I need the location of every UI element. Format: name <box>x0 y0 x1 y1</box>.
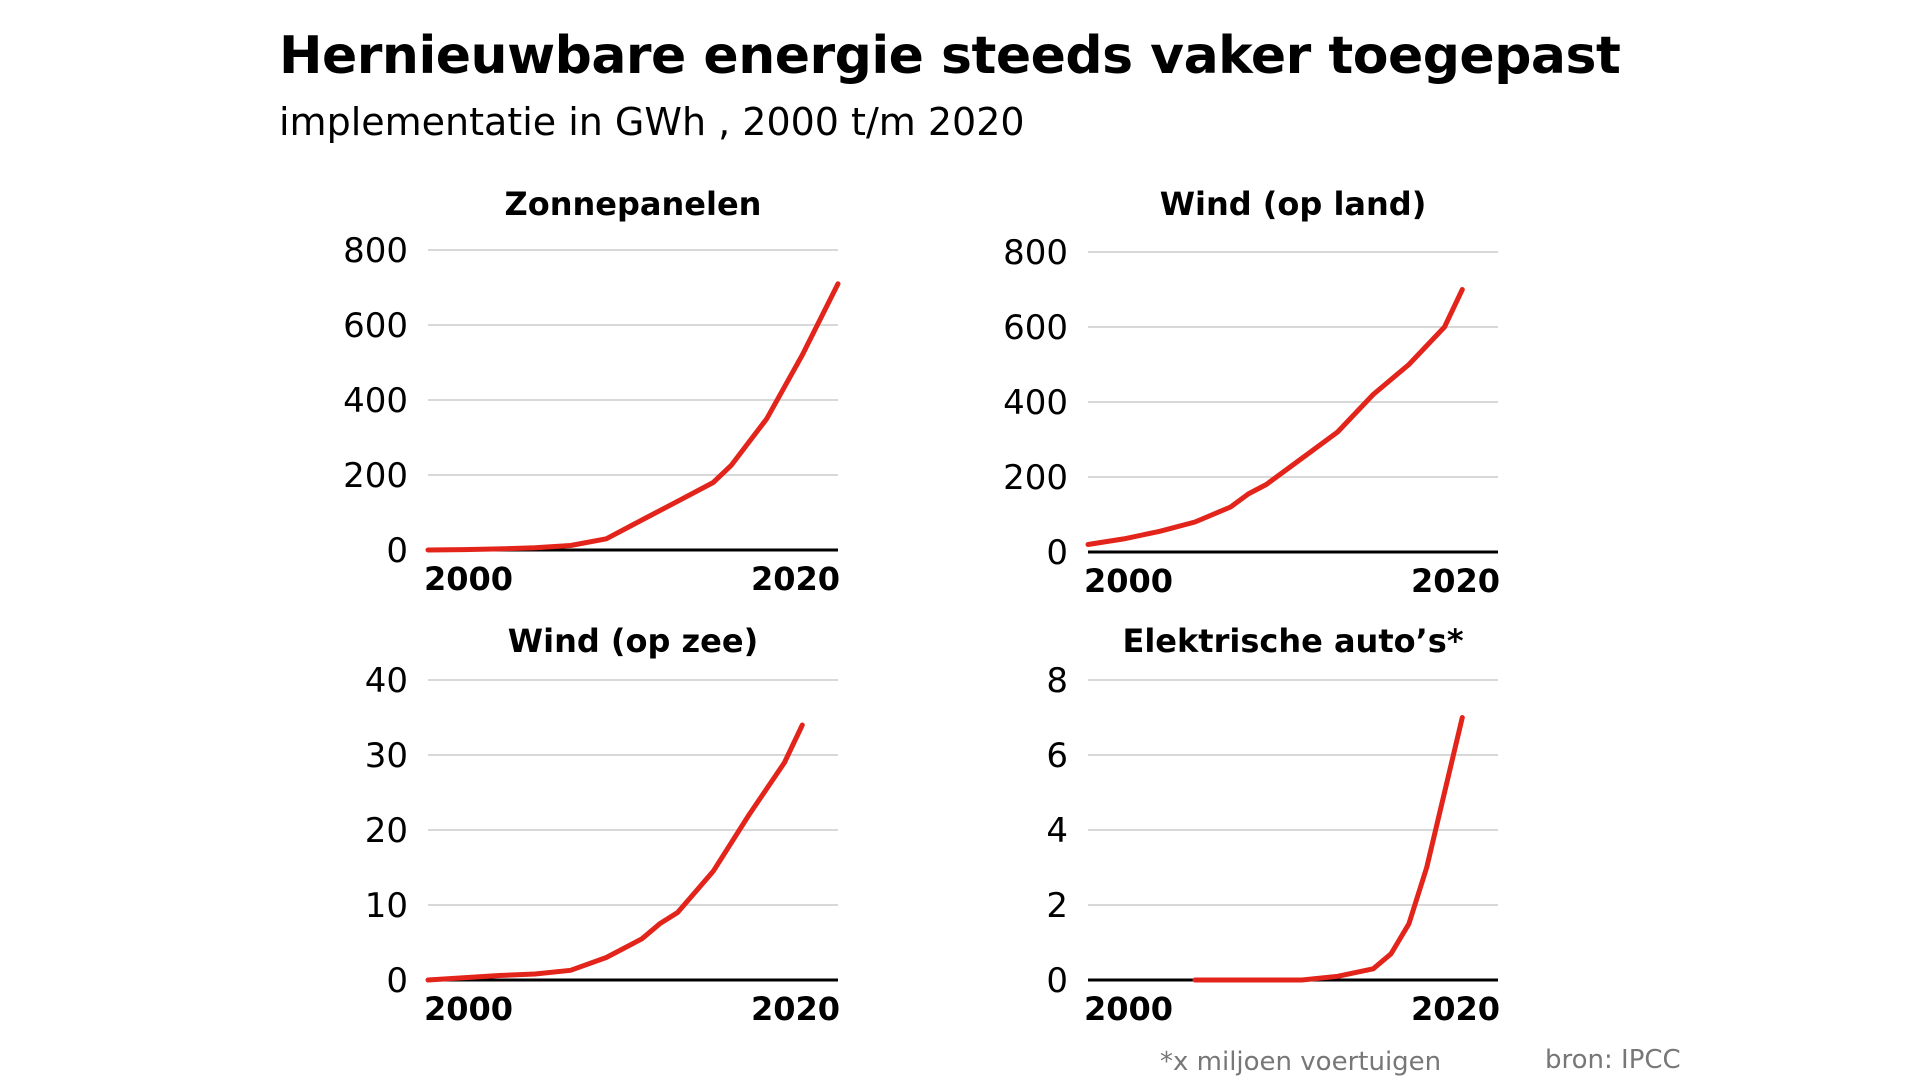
y-tick-label: 0 <box>1046 961 1068 1001</box>
y-tick-label: 0 <box>1046 533 1068 573</box>
x-tick-label: 2020 <box>1411 562 1500 600</box>
chart-subtitle: implementatie in GWh , 2000 t/m 2020 <box>279 100 1025 144</box>
y-tick-label: 600 <box>343 306 408 346</box>
y-tick-label: 400 <box>1003 383 1068 423</box>
y-tick-label: 8 <box>1046 661 1068 701</box>
chart-panel-3: Wind (op zee) 0 10 20 30 40 2000 2020 <box>365 622 840 1028</box>
y-tick-label: 2 <box>1046 886 1068 926</box>
series-line <box>425 281 841 553</box>
y-tick-label: 400 <box>343 381 408 421</box>
y-tick-label: 20 <box>365 811 408 851</box>
y-tick-label: 800 <box>1003 233 1068 273</box>
panel-title: Wind (op land) <box>1160 185 1427 223</box>
y-tick-label: 800 <box>343 231 408 271</box>
footnote: *x miljoen voertuigen <box>1160 1047 1442 1077</box>
y-tick-label: 200 <box>343 456 408 496</box>
x-tick-label: 2020 <box>751 990 840 1028</box>
y-tick-label: 600 <box>1003 308 1068 348</box>
chart-panel-4: Elektrische auto’s* 0 2 4 6 8 2000 2020 <box>1046 622 1500 1028</box>
y-tick-label: 6 <box>1046 736 1068 776</box>
x-tick-label: 2000 <box>1084 562 1173 600</box>
x-tick-label: 2020 <box>751 560 840 598</box>
x-tick-label: 2000 <box>424 560 513 598</box>
x-tick-label: 2020 <box>1411 990 1500 1028</box>
chart-panel-1: Zonnepanelen 0 200 400 600 800 2000 2020 <box>343 185 841 598</box>
y-tick-label: 200 <box>1003 458 1068 498</box>
y-tick-label: 10 <box>365 886 408 926</box>
source-credit: bron: IPCC <box>1545 1045 1681 1075</box>
series-line <box>425 722 805 983</box>
panel-title: Zonnepanelen <box>505 185 762 223</box>
y-tick-label: 0 <box>386 961 408 1001</box>
series-line <box>1192 715 1465 983</box>
chart-panel-2: Wind (op land) 0 200 400 600 800 2000 2020 <box>1003 185 1500 600</box>
y-tick-label: 0 <box>386 531 408 571</box>
x-tick-label: 2000 <box>424 990 513 1028</box>
chart-title: Hernieuwbare energie steeds vaker toegep… <box>279 26 1621 86</box>
y-tick-label: 30 <box>365 736 408 776</box>
y-tick-label: 4 <box>1046 811 1068 851</box>
panel-title: Wind (op zee) <box>508 622 758 660</box>
series-line <box>1085 287 1465 547</box>
panel-title: Elektrische auto’s* <box>1122 622 1463 660</box>
x-tick-label: 2000 <box>1084 990 1173 1028</box>
y-tick-label: 40 <box>365 661 408 701</box>
